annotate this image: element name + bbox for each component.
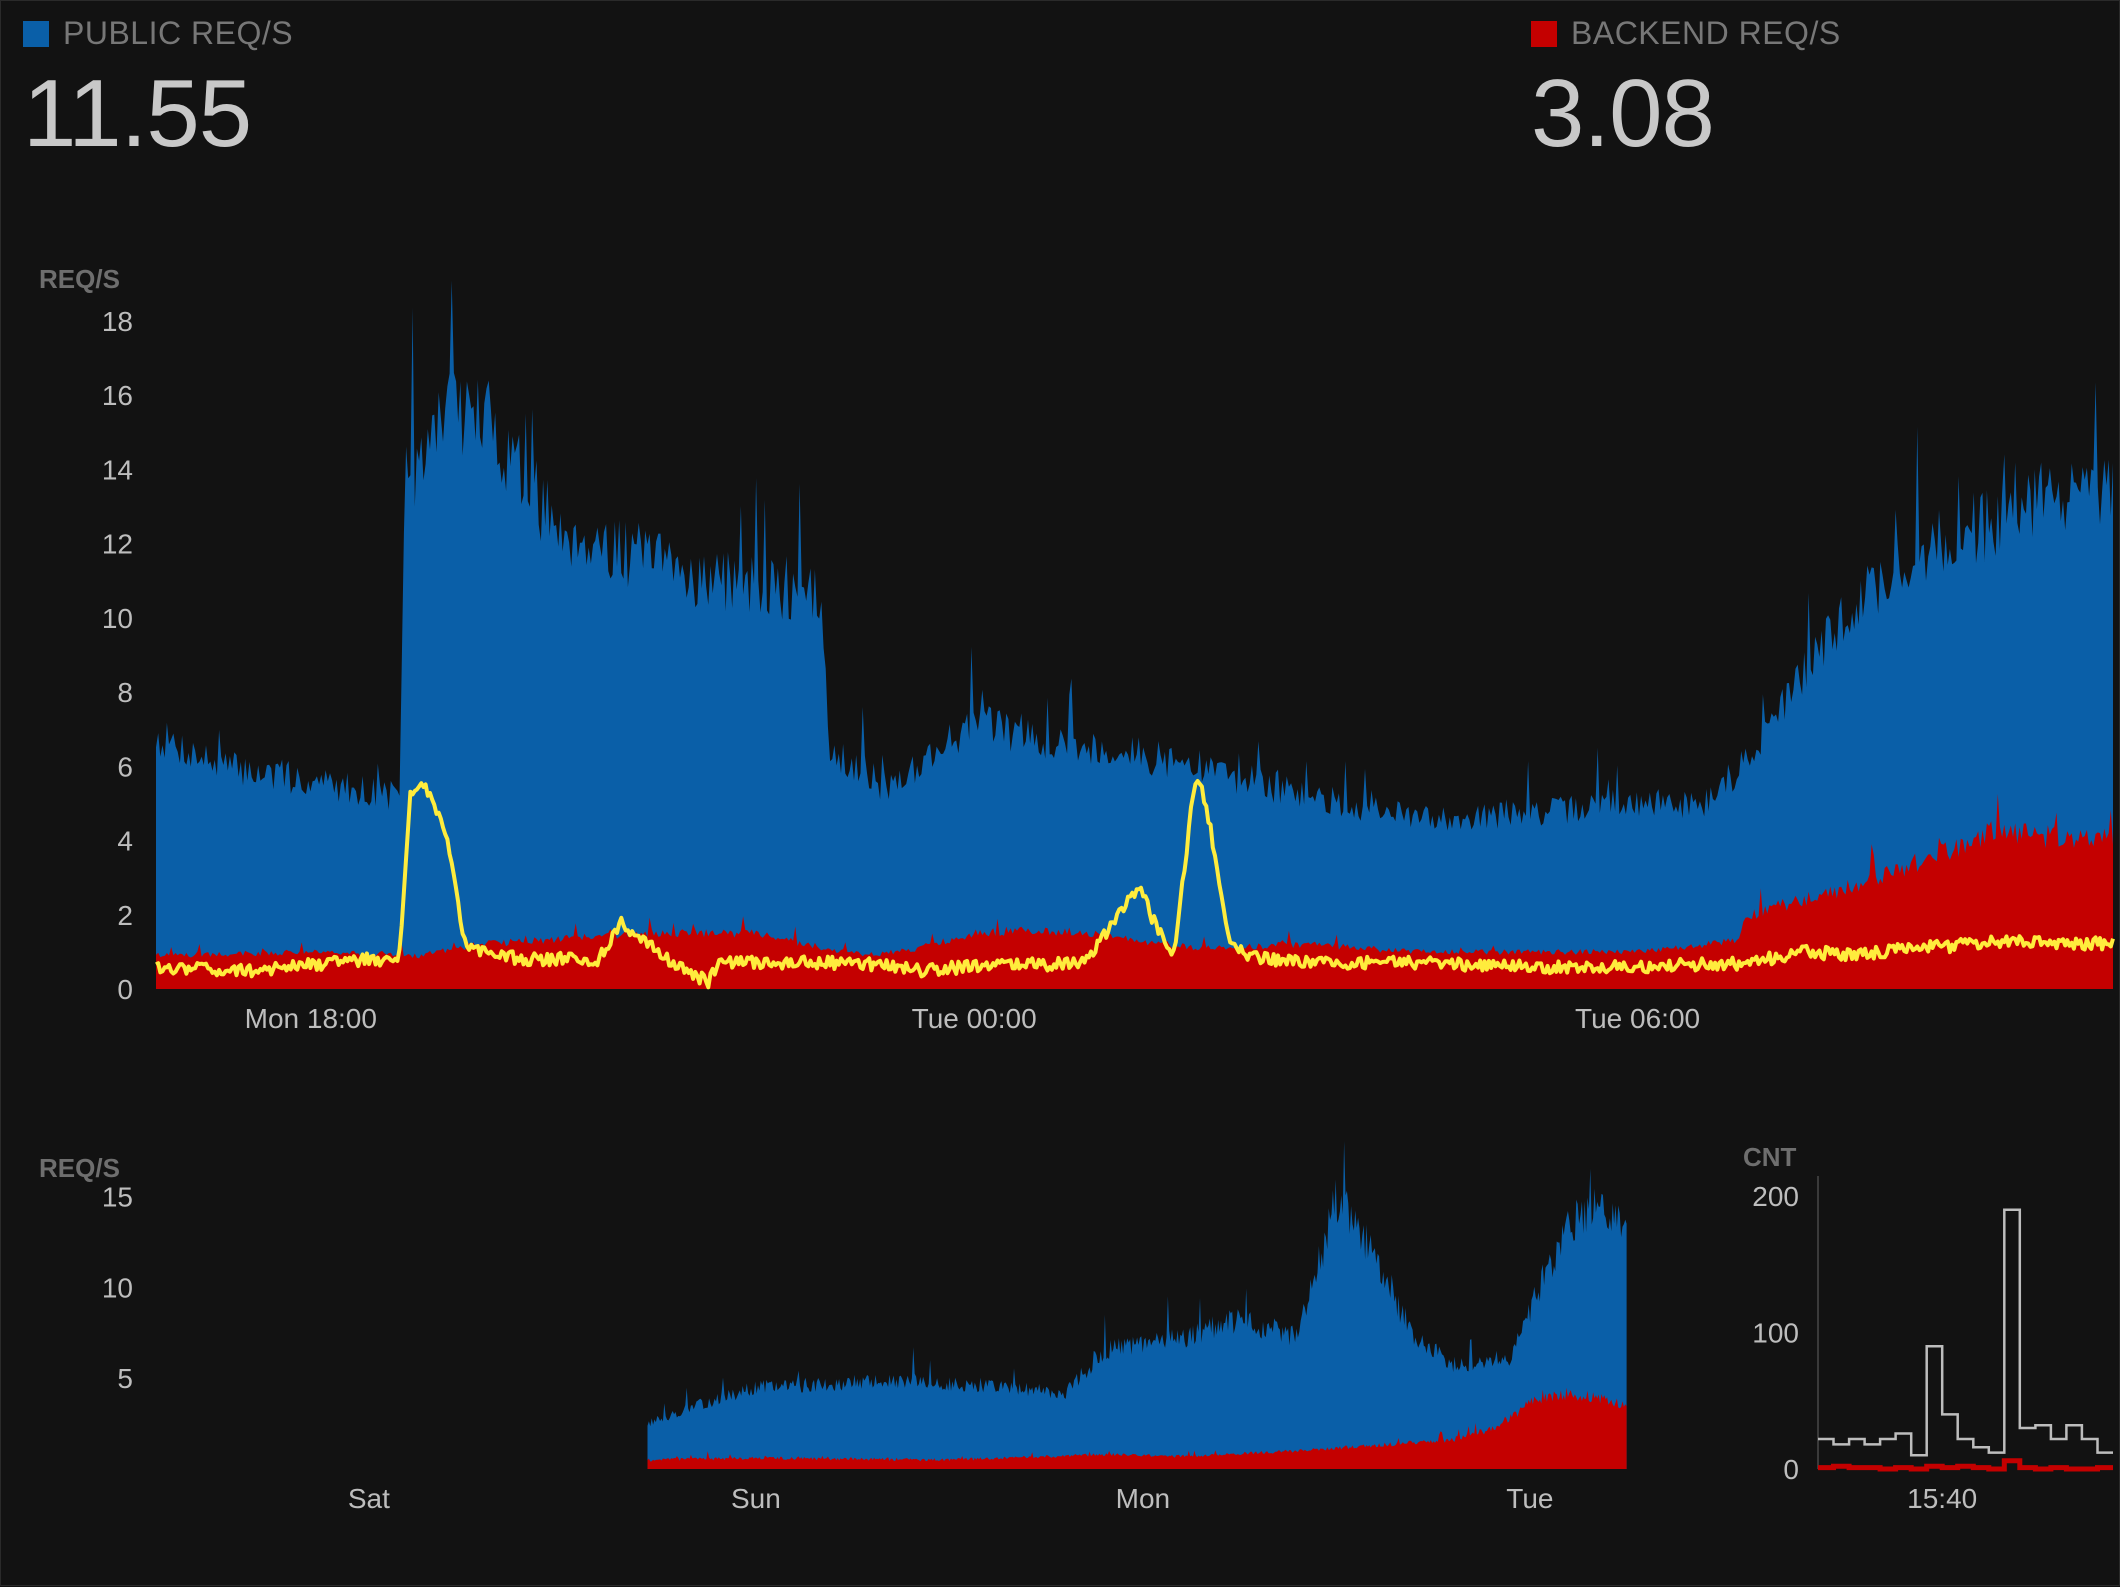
main-y-tick-6: 6 bbox=[117, 751, 133, 782]
main-x-tick-0: Mon 18:00 bbox=[245, 1003, 377, 1034]
count-total-step bbox=[1818, 1208, 2113, 1457]
week-y-tick-15: 15 bbox=[102, 1182, 133, 1213]
week-y-axis-label: REQ/S bbox=[39, 1153, 120, 1183]
main-y-tick-0: 0 bbox=[117, 974, 133, 1005]
count-y-tick-100: 100 bbox=[1752, 1318, 1799, 1349]
week-x-tick-1: Sun bbox=[731, 1483, 781, 1514]
count-y-tick-200: 200 bbox=[1752, 1181, 1799, 1212]
main-y-tick-14: 14 bbox=[102, 454, 133, 485]
main-y-tick-18: 18 bbox=[102, 306, 133, 337]
public-stat-value: 11.55 bbox=[23, 60, 252, 167]
count-y-axis-label: CNT bbox=[1743, 1142, 1797, 1172]
main-y-axis-label: REQ/S bbox=[39, 264, 120, 294]
main-public-area bbox=[156, 280, 2113, 989]
backend-stat-label: BACKEND REQ/S bbox=[1531, 15, 1841, 52]
main-y-tick-2: 2 bbox=[117, 900, 133, 931]
main-y-tick-4: 4 bbox=[117, 826, 133, 857]
backend-stat-value: 3.08 bbox=[1531, 60, 1715, 167]
week-y-tick-5: 5 bbox=[117, 1363, 133, 1394]
public-swatch bbox=[23, 20, 49, 47]
main-overlay-line bbox=[155, 779, 2115, 990]
main-y-tick-12: 12 bbox=[102, 529, 133, 560]
backend-swatch bbox=[1531, 20, 1557, 47]
week-x-tick-0: Sat bbox=[348, 1483, 390, 1514]
week-public-area bbox=[647, 1141, 1627, 1469]
main-x-tick-1: Tue 00:00 bbox=[912, 1003, 1037, 1034]
count-error-step bbox=[1818, 1458, 2113, 1472]
public-stat-label: PUBLIC REQ/S bbox=[23, 15, 293, 52]
public-label-text: PUBLIC REQ/S bbox=[63, 15, 294, 51]
backend-label-text: BACKEND REQ/S bbox=[1571, 15, 1841, 51]
main-y-tick-8: 8 bbox=[117, 677, 133, 708]
week-y-tick-10: 10 bbox=[102, 1272, 133, 1303]
public-stat: PUBLIC REQ/S 11.55 bbox=[23, 15, 293, 162]
backend-stat: BACKEND REQ/S 3.08 bbox=[1531, 15, 1841, 162]
week-x-tick-2: Mon bbox=[1116, 1483, 1170, 1514]
count-y-tick-0: 0 bbox=[1783, 1454, 1799, 1485]
count-x-tick-0: 15:40 bbox=[1907, 1483, 1977, 1514]
week-backend-area bbox=[647, 1387, 1627, 1469]
main-x-tick-2: Tue 06:00 bbox=[1575, 1003, 1700, 1034]
main-y-tick-16: 16 bbox=[102, 380, 133, 411]
main-y-tick-10: 10 bbox=[102, 603, 133, 634]
week-x-tick-3: Tue bbox=[1506, 1483, 1553, 1514]
